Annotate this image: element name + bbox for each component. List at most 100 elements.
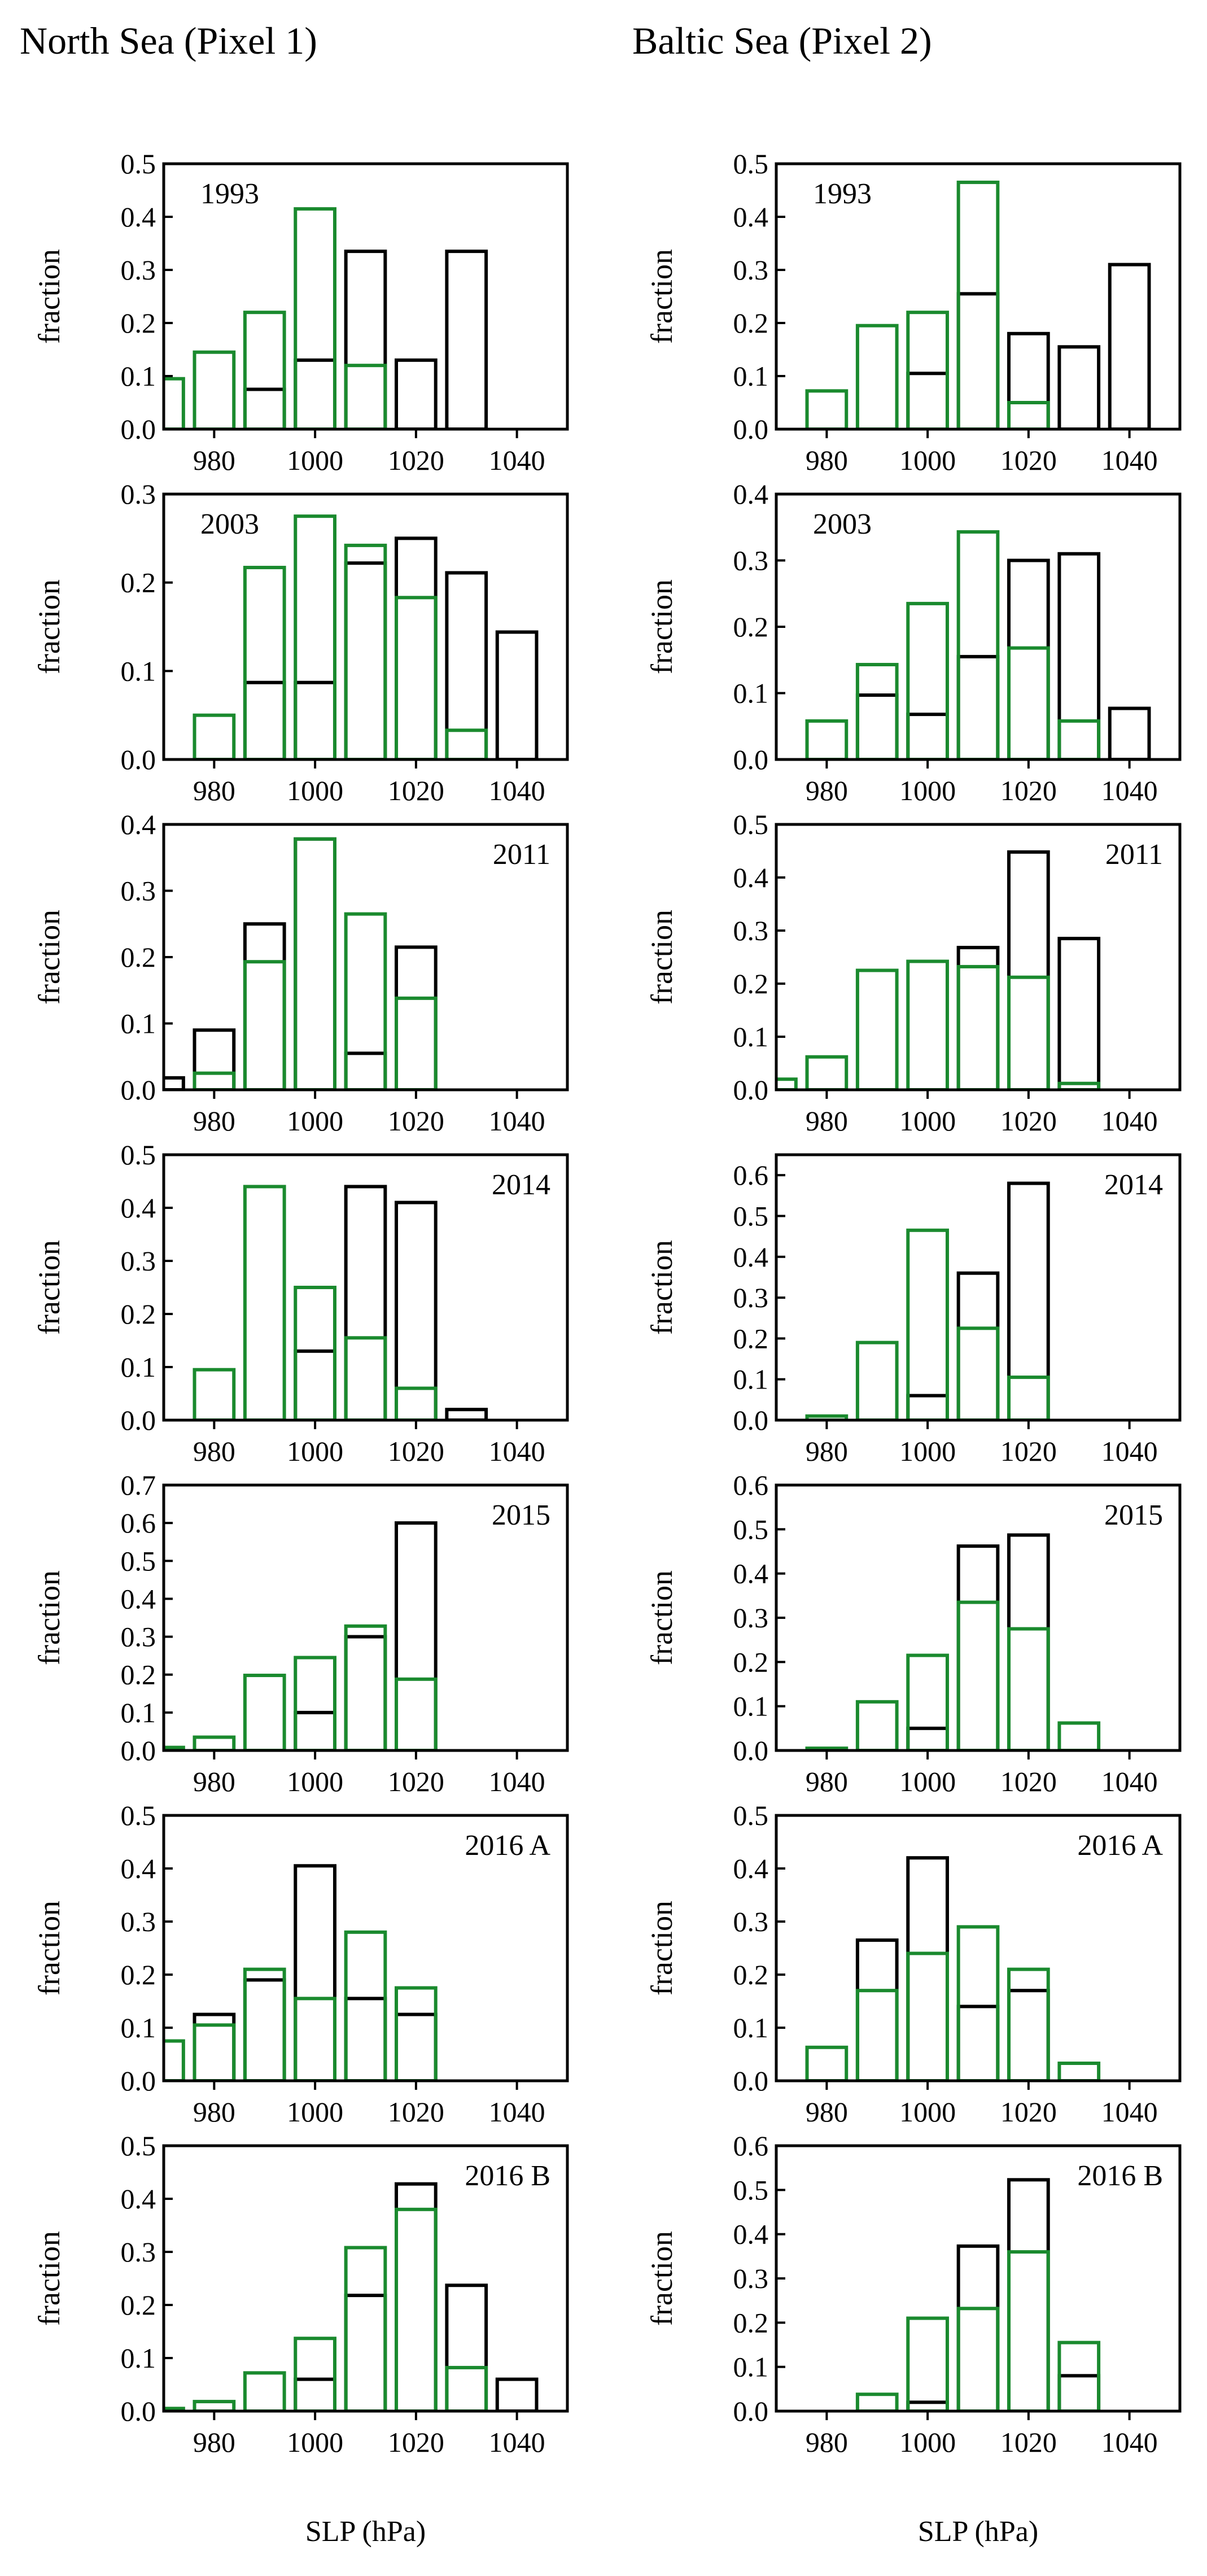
bar-black-1020 xyxy=(1007,2178,1050,2411)
panel-2014-baltic: 0.0 0.1 0.2 0.3 0.4 0.5 0.6 980 1000 1020 1040 frac… xyxy=(645,1153,1182,1467)
x-tick-label: 1020 xyxy=(1000,444,1057,476)
y-tick-label: 0.2 xyxy=(733,2307,769,2338)
y-tick-label: 0.2 xyxy=(121,1959,156,1990)
bars xyxy=(855,2178,1101,2411)
bars xyxy=(805,530,1151,759)
bar-black-1020 xyxy=(1007,1533,1050,1750)
year-label: 2014 xyxy=(492,1169,550,1201)
y-tick-label: 0.0 xyxy=(121,1404,156,1436)
x-tick-label: 980 xyxy=(806,2426,848,2458)
y-axis-label: fraction xyxy=(645,1901,679,1996)
x-tick-label: 1040 xyxy=(1101,1766,1158,1797)
year-label: 2016 A xyxy=(465,1830,550,1862)
bar-black-990 xyxy=(243,1978,286,2081)
bar-green-980 xyxy=(193,1368,236,1420)
bar-black-1000 xyxy=(294,1864,336,2081)
bar-black-1000 xyxy=(294,2377,336,2411)
y-tick-label: 0.4 xyxy=(733,1853,769,1884)
x-tick-label: 1000 xyxy=(287,2096,343,2128)
y-tick-label: 0.0 xyxy=(733,413,769,445)
x-tick-label: 1000 xyxy=(287,1435,343,1467)
y-tick-label: 0.0 xyxy=(121,2065,156,2097)
x-tick-label: 1020 xyxy=(388,1435,444,1467)
y-tick-label: 0.2 xyxy=(733,611,769,643)
y-tick-label: 0.1 xyxy=(121,2012,156,2044)
bar-black-1000 xyxy=(294,358,336,429)
y-tick-label: 0.3 xyxy=(121,254,156,286)
x-tick-label: 1000 xyxy=(287,444,343,476)
x-tick-label: 1000 xyxy=(899,444,956,476)
bar-black-1030 xyxy=(445,571,488,759)
x-tick-label: 980 xyxy=(193,1105,235,1137)
bar-black-1030 xyxy=(445,250,488,429)
x-tick-label: 980 xyxy=(806,444,848,476)
bars xyxy=(164,2182,539,2411)
bar-green-1030 xyxy=(445,728,488,759)
bar-green-1010 xyxy=(956,180,1000,429)
y-axis-label: fraction xyxy=(32,1240,66,1335)
y-tick-label: 0.2 xyxy=(121,307,156,339)
bar-green-1000 xyxy=(906,959,949,1090)
bar-black-1010 xyxy=(344,2294,387,2411)
x-tick-label: 1020 xyxy=(388,2096,444,2128)
y-tick-label: 0.0 xyxy=(733,1074,769,1106)
y-tick-label: 0.2 xyxy=(121,1659,156,1691)
x-tick-label: 1020 xyxy=(388,1766,444,1797)
bar-green-1000 xyxy=(294,1997,336,2081)
year-label: 1993 xyxy=(200,178,259,210)
x-tick-label: 1040 xyxy=(489,2096,545,2128)
y-tick-label: 0.4 xyxy=(733,1241,769,1273)
x-tick-label: 1000 xyxy=(899,1105,956,1137)
y-axis-label: fraction xyxy=(645,1570,679,1665)
bar-green-980 xyxy=(193,2023,236,2081)
bar-black-1000 xyxy=(906,1394,949,1420)
y-tick-label: 0.4 xyxy=(121,201,156,233)
bars xyxy=(164,1521,438,1750)
bar-green-1020 xyxy=(395,2207,438,2411)
y-tick-label: 0.0 xyxy=(121,413,156,445)
bar-black-1010 xyxy=(344,1997,387,2081)
y-axis-label: fraction xyxy=(32,579,66,674)
plot-frame xyxy=(162,1153,569,1422)
bar-black-1010 xyxy=(956,946,1000,1090)
panel-2016-b-baltic: 0.0 0.1 0.2 0.3 0.4 0.5 0.6 980 1000 1020 1040 frac… xyxy=(645,2130,1182,2548)
x-tick-label: 980 xyxy=(193,444,235,476)
year-label: 2016 B xyxy=(1077,2160,1163,2192)
y-tick-label: 0.2 xyxy=(121,2289,156,2321)
y-tick-label: 0.0 xyxy=(733,1735,769,1766)
bar-black-1010 xyxy=(344,1185,387,1420)
bar-green-1030 xyxy=(445,2365,488,2411)
bar-green-1000 xyxy=(906,1951,949,2081)
x-tick-label: 1020 xyxy=(1000,2426,1057,2458)
bar-black-1020 xyxy=(1007,331,1050,429)
panel-2015-baltic: 0.0 0.1 0.2 0.3 0.4 0.5 0.6 980 1000 1020 1040 frac… xyxy=(645,1469,1182,1797)
y-tick-label: 0.5 xyxy=(121,1139,156,1171)
x-tick-label: 1000 xyxy=(899,1766,956,1797)
x-tick-label: 1040 xyxy=(489,1766,545,1797)
y-tick-label: 0.1 xyxy=(733,2351,769,2383)
bar-green-980 xyxy=(193,1735,236,1750)
x-tick-label: 1040 xyxy=(489,1105,545,1137)
x-tick-label: 1020 xyxy=(1000,2096,1057,2128)
x-tick-label: 1020 xyxy=(1000,1435,1057,1467)
bar-black-1000 xyxy=(906,713,949,759)
bar-black-1020 xyxy=(1007,1181,1050,1420)
bar-black-1010 xyxy=(956,1271,1000,1420)
bar-green-980 xyxy=(193,713,236,759)
x-tick-label: 980 xyxy=(193,1435,235,1467)
bar-green-1020 xyxy=(1007,1376,1050,1420)
y-tick-label: 0.2 xyxy=(121,1298,156,1330)
year-label: 1993 xyxy=(813,178,872,210)
bar-black-1000 xyxy=(294,1349,336,1420)
bar-green-990 xyxy=(243,2371,286,2411)
bar-green-1000 xyxy=(294,514,336,759)
bar-green-1010 xyxy=(344,912,387,1090)
plot-frame xyxy=(162,2144,569,2413)
y-tick-label: 0.2 xyxy=(121,567,156,599)
bar-black-1030 xyxy=(1057,552,1101,759)
x-tick-label: 1040 xyxy=(1101,1435,1158,1467)
bar-green-1010 xyxy=(344,1336,387,1420)
bar-green-1020 xyxy=(1007,646,1050,759)
y-tick-label: 0.2 xyxy=(733,1322,769,1354)
year-label: 2011 xyxy=(493,839,550,871)
